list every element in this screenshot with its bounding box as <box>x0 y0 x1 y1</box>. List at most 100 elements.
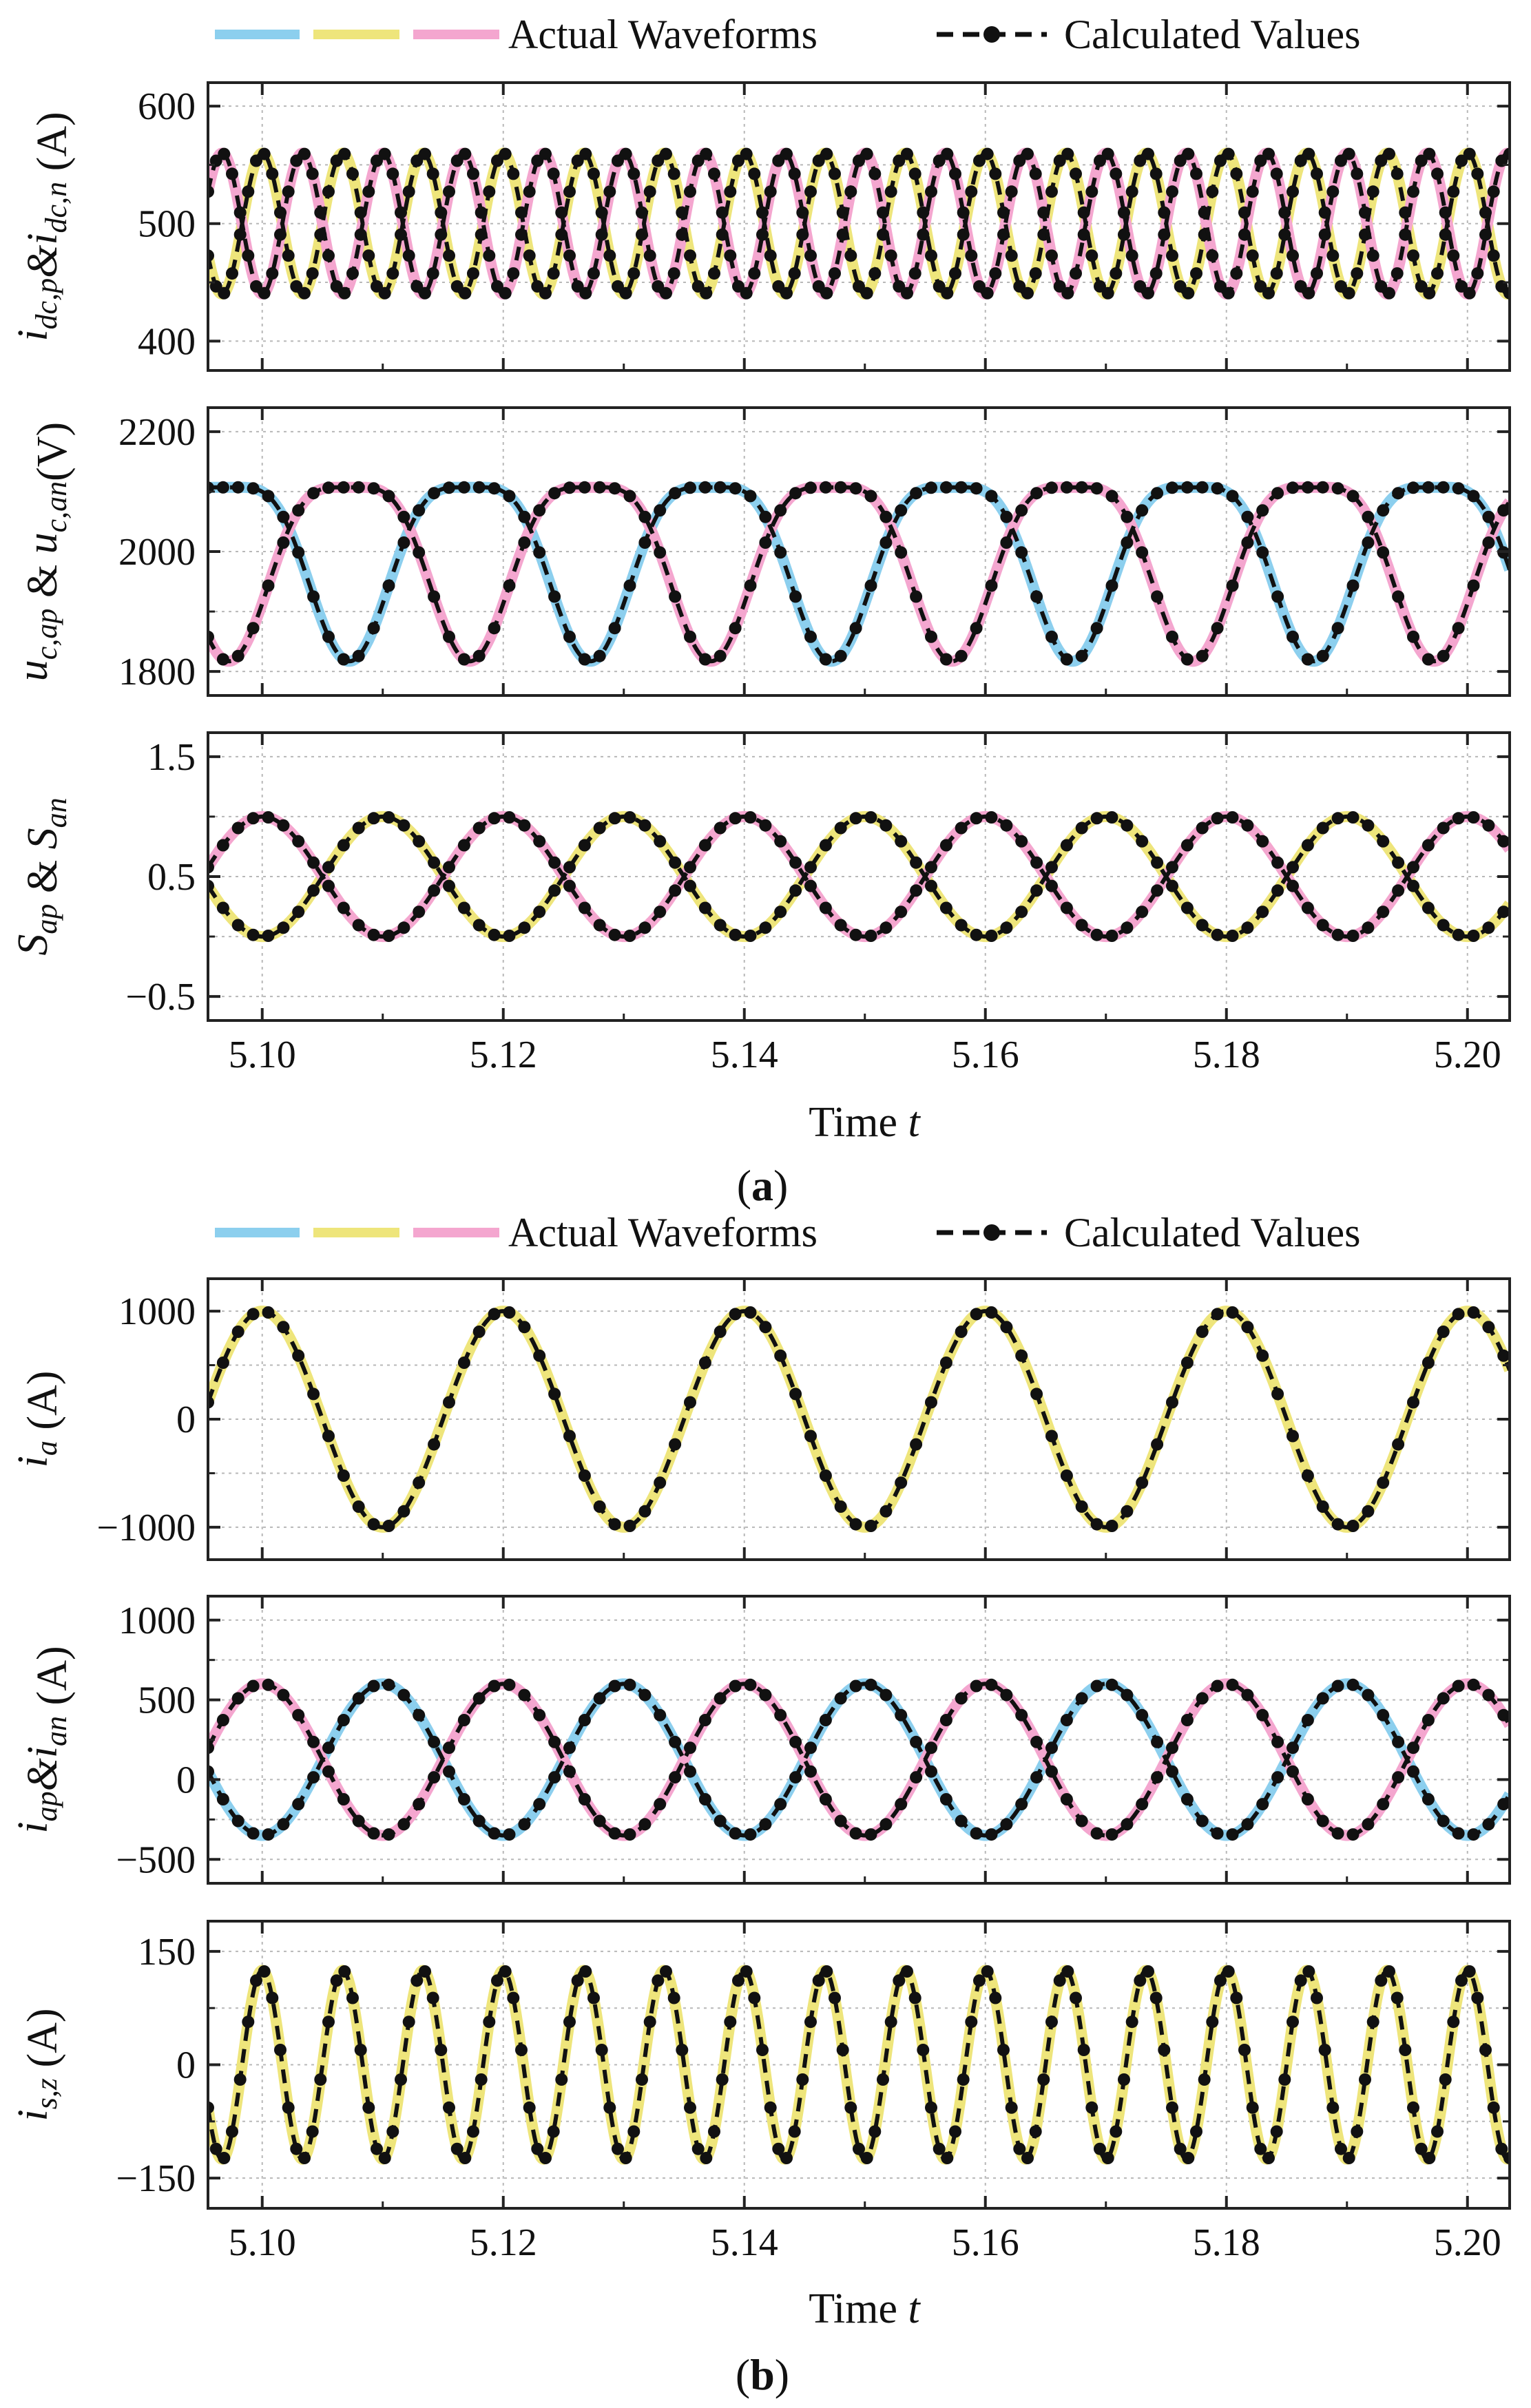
calc-point-u_c,ap <box>367 622 380 635</box>
calc-point-u_c,ap <box>608 622 621 635</box>
calc-point-i_ap <box>939 1793 952 1805</box>
calc-point-S_an <box>503 811 516 824</box>
calc-point-i_an <box>277 1688 290 1702</box>
calc-point-i_ap <box>578 1714 591 1726</box>
calc-point-i_dc,n <box>660 286 672 300</box>
calc-point-i_an <box>608 1827 621 1840</box>
calc-point-i_an <box>1271 1735 1284 1748</box>
y-axis-label-part: (A) <box>29 112 76 182</box>
calc-point-i_a <box>503 1306 516 1319</box>
calc-point-i_an <box>578 1793 591 1805</box>
calc-point-i_ap <box>563 1741 576 1755</box>
calc-point-u_c,ap <box>1407 481 1419 494</box>
calc-point-i_s,z <box>1359 2073 1371 2086</box>
calc-point-i_s,z <box>208 2101 214 2114</box>
calc-point-i_s,z <box>1487 2101 1500 2114</box>
calc-point-i_ap <box>834 1692 847 1705</box>
calc-point-i_an <box>262 1678 275 1691</box>
calc-point-S_an <box>985 811 998 824</box>
y-axis-label-part: an <box>39 1716 73 1746</box>
calc-point-S_ap <box>698 901 711 914</box>
calc-point-u_c,an <box>879 510 893 523</box>
calc-point-u_c,ap <box>1121 536 1134 549</box>
calc-point-i_s,z <box>1302 1965 1315 1978</box>
calc-point-i_dc,p <box>218 286 231 300</box>
calc-point-i_an <box>247 1679 260 1693</box>
calc-point-i_a <box>1316 1500 1329 1513</box>
calc-point-i_a <box>292 1349 305 1362</box>
y-axis-label-part: an <box>39 797 73 828</box>
calc-point-i_dc,n <box>1326 185 1340 198</box>
calc-point-i_dc,p <box>1278 228 1291 241</box>
calc-point-i_s,z <box>612 2142 624 2155</box>
calc-point-i_an <box>382 1828 395 1841</box>
calc-point-i_dc,n <box>1061 286 1074 300</box>
calc-point-i_s,z <box>1391 1991 1404 2004</box>
calc-point-i_dc,p <box>1149 167 1163 180</box>
calc-point-i_a <box>397 1505 410 1518</box>
calc-point-i_dc,n <box>290 154 303 167</box>
calc-point-i_a <box>247 1308 260 1321</box>
calc-point-i_dc,n <box>1166 185 1178 198</box>
calc-point-i_a <box>488 1308 501 1321</box>
calc-point-i_s,z <box>1070 1991 1082 2004</box>
calc-point-i_dc,p <box>981 147 994 160</box>
calc-point-S_ap <box>247 928 260 941</box>
calc-point-u_c,an <box>744 579 757 592</box>
calc-point-u_c,an <box>1121 510 1134 523</box>
calc-point-u_c,an <box>669 590 682 603</box>
calc-point-S_an <box>1136 905 1149 919</box>
calc-point-i_dc,p <box>1326 249 1340 262</box>
calc-point-i_s,z <box>603 2101 616 2114</box>
calc-point-u_c,an <box>472 649 486 662</box>
calc-point-i_dc,n <box>1439 206 1452 219</box>
y-axis-label-part: dc,p <box>30 278 63 330</box>
calc-point-i_dc,p <box>386 267 399 280</box>
calc-point-i_ap <box>1271 1771 1284 1784</box>
calc-point-u_c,an <box>208 630 214 643</box>
calc-point-S_ap <box>428 856 441 869</box>
calc-point-i_dc,n <box>1351 167 1364 180</box>
calc-point-u_c,an <box>698 653 711 666</box>
calc-point-i_dc,n <box>724 249 737 262</box>
calc-point-S_an <box>1362 921 1375 934</box>
calc-point-i_a <box>985 1306 998 1319</box>
calc-point-i_dc,n <box>475 206 488 219</box>
calc-point-u_c,an <box>638 510 652 523</box>
calc-point-i_ap <box>1497 1798 1510 1811</box>
calc-point-i_dc,n <box>1149 267 1163 280</box>
calc-point-i_ap <box>1136 1708 1149 1721</box>
calc-point-i_a <box>1467 1306 1480 1319</box>
calc-point-u_c,an <box>1407 630 1419 643</box>
calc-point-i_ap <box>1121 1688 1134 1702</box>
calc-point-u_c,an <box>231 649 244 662</box>
y-axis-label-part: & <box>19 849 66 903</box>
calc-point-i_a <box>518 1321 531 1334</box>
y-axis-label-part: c,an <box>39 481 73 533</box>
calc-point-i_dc,n <box>233 206 247 219</box>
x-tick-label: 5.14 <box>711 1034 778 1076</box>
calc-point-S_ap <box>593 821 606 835</box>
calc-point-S_ap <box>548 884 561 897</box>
calc-point-i_an <box>548 1735 561 1748</box>
calc-point-i_dc,n <box>667 267 680 280</box>
calc-point-i_ap <box>789 1771 802 1784</box>
calc-point-S_ap <box>1045 861 1058 874</box>
calc-point-S_ap <box>774 905 787 919</box>
calc-point-u_c,an <box>352 481 365 494</box>
calc-point-u_c,an <box>1437 649 1450 662</box>
calc-point-u_c,ap <box>654 504 667 517</box>
calc-point-S_an <box>804 879 817 892</box>
y-tick-label: 0 <box>176 1759 196 1801</box>
calc-point-u_c,an <box>1377 546 1390 559</box>
calc-point-i_dc,n <box>989 267 1002 280</box>
calc-point-i_an <box>1287 1765 1299 1778</box>
calc-point-i_dc,p <box>1287 185 1299 198</box>
calc-point-i_dc,p <box>660 147 672 160</box>
calc-point-i_a <box>939 1357 952 1369</box>
calc-point-i_dc,p <box>499 147 512 160</box>
calc-point-i_ap <box>1437 1814 1450 1828</box>
calc-point-i_a <box>895 1476 908 1489</box>
calc-point-i_a <box>563 1430 576 1443</box>
